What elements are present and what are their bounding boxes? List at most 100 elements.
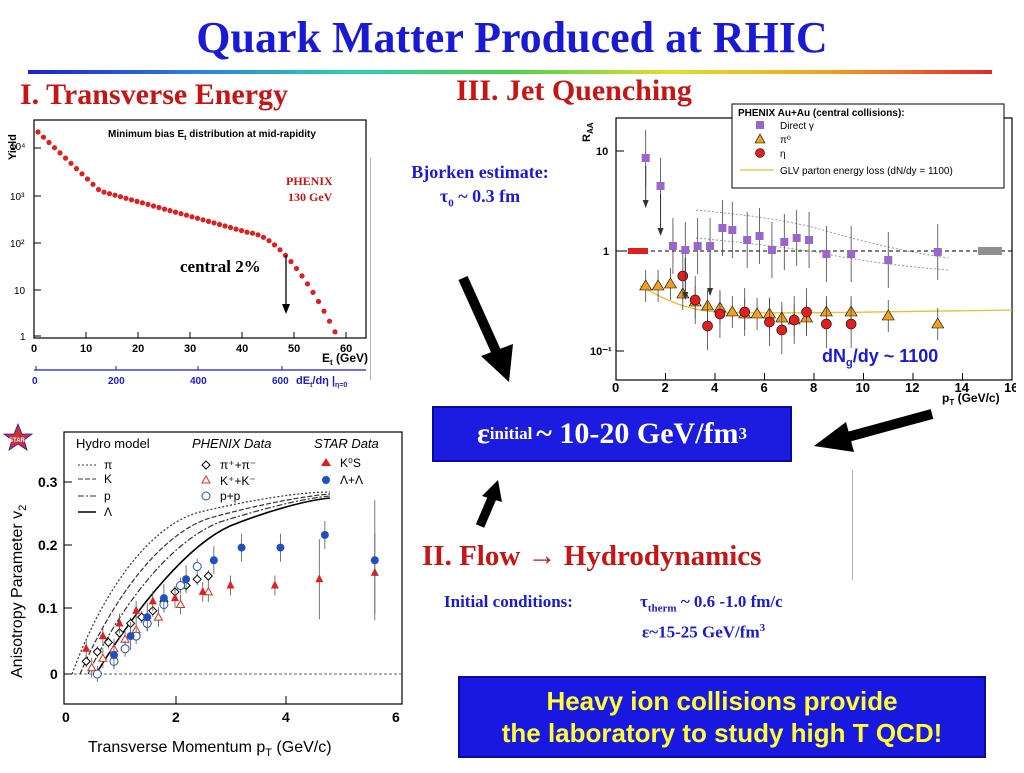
legend-glv: GLV parton energy loss (dN/dy = 1100) (780, 166, 953, 177)
et-data-point (145, 201, 151, 207)
raa-eta-point (714, 308, 726, 320)
et-xtick-3: 30 (184, 343, 196, 355)
legend-pi0-marker (754, 133, 766, 144)
et-data-point (95, 186, 102, 193)
raa-direct-gamma-point (822, 250, 831, 258)
v2-lambda-point (237, 543, 246, 552)
et-caption: Minimum bias Et distribution at mid-rapi… (108, 129, 316, 142)
phenix-pion: π⁺+π⁻ (220, 458, 256, 472)
et-ytick-1: 10³ (10, 192, 25, 203)
raa-xtick-label: 14 (955, 380, 970, 395)
raa-direct-gamma-point (681, 246, 690, 254)
et-data-point (299, 273, 305, 279)
v2-xtick-3: 6 (392, 709, 400, 725)
raa-eta-point (801, 306, 812, 318)
star-logo: STAR (2, 422, 34, 451)
section-flow-hydrodynamics: II. Flow → Hydrodynamics (422, 540, 762, 572)
et-data-point (200, 217, 206, 223)
arrow-up (475, 480, 502, 528)
et-data-point (167, 208, 173, 214)
et-data-point (35, 129, 41, 135)
et-data-point (211, 220, 217, 226)
raa-norm-box-left (628, 248, 648, 254)
et-distribution-plot: 10⁴ 10³ 10² 10 1 Yield 0 10 20 30 40 50 … (0, 110, 372, 402)
v2-data-points (81, 500, 379, 682)
v2-plot: STAR 0 0.1 0.2 0.3 0 2 4 6 Anisotropy Pa… (0, 412, 420, 768)
et-data-point (260, 234, 267, 240)
et-data-point (266, 238, 272, 244)
et-data-point (178, 211, 184, 217)
phenix-legend-title: PHENIX Data (192, 436, 271, 451)
et-axis2-tick-2: 400 (190, 376, 207, 387)
star-lambda: Λ+Λ (340, 473, 363, 487)
et-data-point (194, 215, 201, 221)
v2-pion-point (92, 647, 103, 657)
raa-direct-gamma-point (884, 256, 893, 264)
et-data-point (161, 206, 168, 212)
v2-xtick-1: 2 (172, 709, 180, 725)
raa-xtick-label: 2 (662, 380, 669, 395)
epsilon-initial-box: ε initial ~ 10-20 GeV/fm 3 (432, 406, 792, 462)
v2-plot-svg: STAR 0 0.1 0.2 0.3 0 2 4 6 Anisotropy Pa… (2, 422, 403, 759)
raa-ytick-0: 10 (596, 146, 608, 158)
et-data-point (106, 191, 113, 197)
et-xtick-0: 0 (31, 343, 37, 355)
v2-lambda-point (370, 556, 379, 565)
hydro-k: K (104, 472, 112, 486)
raa-eta-point (739, 306, 750, 318)
v2-k0s-point (270, 580, 279, 589)
legend-eta-marker (755, 148, 765, 158)
v2-kaon-point (153, 612, 164, 621)
hydro-lambda: Λ (104, 505, 112, 519)
raa-norm-box-right (978, 247, 1002, 255)
v2-k0s-point (315, 574, 324, 583)
raa-direct-gamma-point (847, 250, 856, 258)
v2-k0s-point (198, 586, 207, 595)
et-data-point (315, 298, 322, 305)
raa-annotation: dNg/dy ~ 1100 (822, 346, 938, 369)
raa-eta-point (764, 316, 775, 328)
raa-eta-point (677, 270, 689, 282)
v2-proton-point (92, 669, 102, 679)
et-data-point (222, 223, 228, 229)
v2-lambda-point (182, 575, 191, 584)
v2-kaon-point (97, 653, 108, 662)
et-xtick-2: 20 (132, 343, 144, 355)
star-k0s: K⁰S (340, 456, 361, 470)
legend-pi0: π⁰ (780, 135, 791, 146)
et-plot-frame (33, 119, 367, 339)
et-data-point (238, 228, 245, 234)
et-axis2-label: dEt/dη |η=0 (296, 375, 347, 389)
et-data-point (73, 166, 80, 172)
v2-xlabel: Transverse Momentum pT (GeV/c) (88, 739, 332, 759)
phenix-kaon: K⁺+K⁻ (220, 474, 256, 488)
raa-pi0-point (663, 277, 677, 289)
raa-eta-point (776, 324, 788, 336)
et-ytick-4: 1 (20, 332, 26, 343)
et-data-point (90, 181, 96, 187)
v2-pion-point (192, 574, 202, 584)
v2-ytick-0: 0 (50, 666, 58, 682)
v2-plot-frame (63, 431, 403, 705)
raa-direct-gamma-point (706, 242, 715, 250)
v2-kaon-point (175, 599, 186, 608)
section-transverse-energy: I. Transverse Energy (20, 78, 289, 111)
et-xtick-5: 50 (288, 343, 300, 355)
svg-text:STAR: STAR (9, 438, 26, 444)
et-data-point (117, 194, 124, 200)
hydro-p: p (104, 489, 111, 503)
raa-xtick-label: 0 (612, 380, 619, 395)
et-xlabel: Et (GeV) (322, 351, 368, 367)
raa-xtick-label: 6 (761, 380, 768, 395)
raa-pi0-point (651, 279, 665, 291)
v2-ytick-3: 0.3 (38, 474, 58, 490)
v2-lambda-point (276, 543, 285, 552)
et-data-point (57, 150, 63, 156)
et-data-point (233, 226, 239, 232)
v2-lambda-point (159, 594, 168, 603)
phenix-proton: p+p (220, 489, 241, 503)
et-data-point (326, 318, 333, 324)
raa-eta-point (702, 320, 713, 332)
v2-kaon-point (86, 662, 97, 672)
legend-direct-gamma-marker (756, 121, 764, 129)
